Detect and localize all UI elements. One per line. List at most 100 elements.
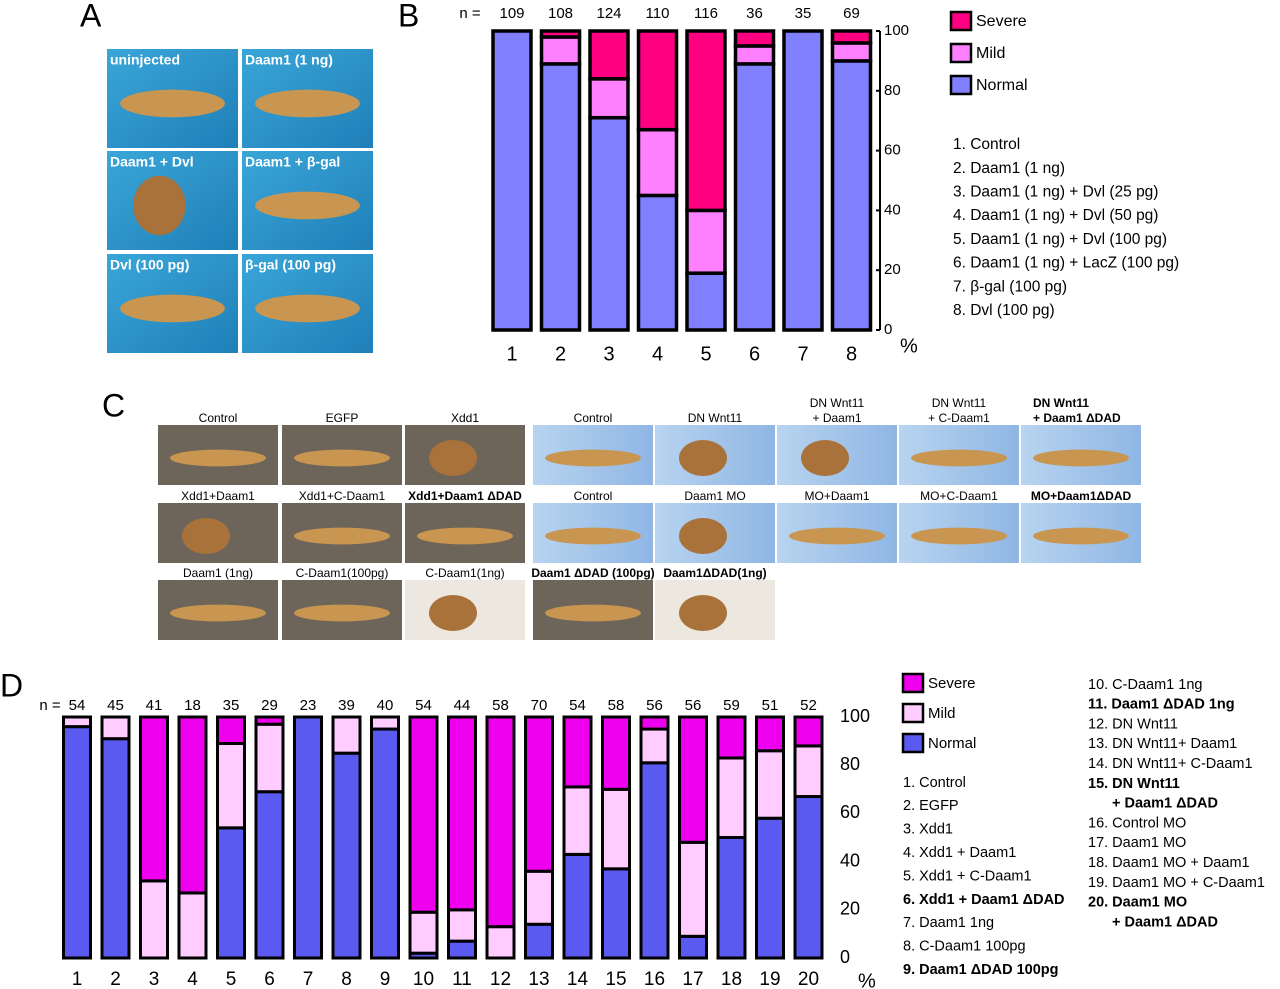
- bar-segment: [793, 715, 824, 748]
- n-value: 51: [762, 697, 779, 714]
- photo-caption: Daam1 + β-gal: [245, 154, 340, 170]
- bar-segment: [685, 29, 727, 213]
- bar-segment: [733, 44, 776, 66]
- y-tick-label: 20: [840, 899, 860, 919]
- x-tick-label: 18: [721, 969, 742, 989]
- y-unit: %: [858, 970, 876, 989]
- key-item: 7. β-gal (100 pg): [953, 278, 1067, 295]
- y-tick-label: 0: [840, 947, 850, 967]
- y-tick-label: 80: [884, 82, 901, 99]
- key-item: 3. Xdd1: [903, 822, 953, 838]
- n-value: 58: [492, 697, 509, 714]
- key-item: 5. Xdd1 + C-Daam1: [903, 868, 1032, 884]
- bar-segment: [293, 715, 323, 960]
- key-item: 10. C-Daam1 1ng: [1088, 677, 1202, 693]
- photo-caption: Xdd1+Daam1: [181, 489, 255, 503]
- x-tick-label: 7: [303, 969, 314, 989]
- bar-segment: [639, 727, 670, 765]
- embryo: [545, 527, 641, 545]
- key-item: 16. Control MO: [1088, 815, 1186, 831]
- x-tick-label: 3: [603, 343, 614, 365]
- n-value: 59: [723, 697, 740, 714]
- embryo: [182, 518, 230, 554]
- x-tick-label: 8: [846, 343, 857, 365]
- photo-caption: DN Wnt11: [1033, 396, 1089, 410]
- photo-caption: Daam1 (1ng): [183, 566, 253, 580]
- bar-segment: [491, 29, 533, 332]
- bar-segment: [685, 271, 727, 332]
- key-item: 9. Daam1 ΔDAD 100pg: [903, 962, 1058, 978]
- photo-caption: Xdd1+C-Daam1: [299, 489, 386, 503]
- key-item: 2. Daam1 (1 ng): [953, 160, 1065, 177]
- n-value: 109: [499, 5, 524, 22]
- bar-segment: [716, 756, 747, 839]
- photo-caption: Daam1 ΔDAD (100pg): [531, 566, 654, 580]
- bar-segment: [733, 29, 776, 48]
- x-tick-label: 4: [652, 343, 663, 365]
- embryo: [911, 527, 1007, 545]
- n-value: 35: [795, 5, 812, 22]
- bar-segment: [447, 939, 477, 960]
- key-item: 4. Daam1 (1 ng) + Dvl (50 pg): [953, 207, 1158, 224]
- panel-label: A: [80, 0, 102, 33]
- bar-segment: [177, 715, 208, 895]
- embryo: [679, 440, 727, 476]
- photo-caption: Xdd1+Daam1 ΔDAD: [408, 489, 522, 503]
- n-value: 58: [608, 697, 625, 714]
- bar-segment: [636, 193, 679, 332]
- key-item: 18. Daam1 MO + Daam1: [1088, 855, 1250, 871]
- bar-segment: [539, 35, 582, 66]
- embryo: [801, 440, 849, 476]
- bar-segment: [408, 910, 439, 955]
- embryo: [170, 449, 266, 467]
- photo-caption: Daam1 (1 ng): [245, 52, 333, 68]
- n-value: 52: [800, 697, 817, 714]
- x-tick-label: 6: [264, 969, 275, 989]
- x-tick-label: 10: [413, 969, 434, 989]
- photo-caption: uninjected: [110, 52, 180, 68]
- legend-label: Normal: [976, 77, 1028, 94]
- panel-label: B: [398, 0, 419, 33]
- photo-caption: MO+C-Daam1: [920, 489, 998, 503]
- panel-label: C: [102, 387, 125, 423]
- bar-segment: [830, 41, 873, 63]
- bar-segment: [485, 925, 516, 960]
- n-value: 56: [685, 697, 702, 714]
- bar-segment: [755, 749, 785, 820]
- bar-segment: [539, 29, 582, 39]
- bar-segment: [716, 715, 747, 760]
- embryo: [255, 191, 360, 220]
- key-item: 6. Xdd1 + Daam1 ΔDAD: [903, 892, 1065, 908]
- x-tick-label: 3: [149, 969, 160, 989]
- y-tick-label: 100: [884, 22, 909, 39]
- bar-segment: [562, 715, 593, 789]
- embryo: [170, 604, 266, 622]
- bar-segment: [678, 840, 708, 938]
- n-value: 39: [338, 697, 355, 714]
- bar-segment: [601, 715, 631, 791]
- bar-segment: [793, 744, 824, 799]
- photo-caption: + Daam1: [812, 411, 861, 425]
- x-tick-label: 13: [528, 969, 549, 989]
- bar-segment: [539, 62, 582, 332]
- photo-caption: Control: [574, 411, 613, 425]
- x-tick-label: 15: [605, 969, 626, 989]
- x-tick-label: 1: [72, 969, 83, 989]
- bar-segment: [331, 715, 362, 755]
- y-tick-label: 80: [840, 754, 860, 774]
- key-item: 19. Daam1 MO + C-Daam1: [1088, 875, 1265, 891]
- key-item: 4. Xdd1 + Daam1: [903, 845, 1016, 861]
- n-value: 70: [531, 697, 548, 714]
- photo-caption: C-Daam1(100pg): [296, 566, 389, 580]
- photo-caption: Daam1 MO: [684, 489, 745, 503]
- bar-segment: [100, 737, 131, 960]
- bar-segment: [685, 208, 727, 275]
- x-tick-label: 2: [110, 969, 121, 989]
- key-item: 1. Control: [953, 136, 1020, 153]
- n-value: 124: [596, 5, 621, 22]
- photo-caption: DN Wnt11: [688, 411, 743, 425]
- x-tick-label: 20: [798, 969, 819, 989]
- n-value: 44: [454, 697, 471, 714]
- legend-swatch: [901, 672, 925, 694]
